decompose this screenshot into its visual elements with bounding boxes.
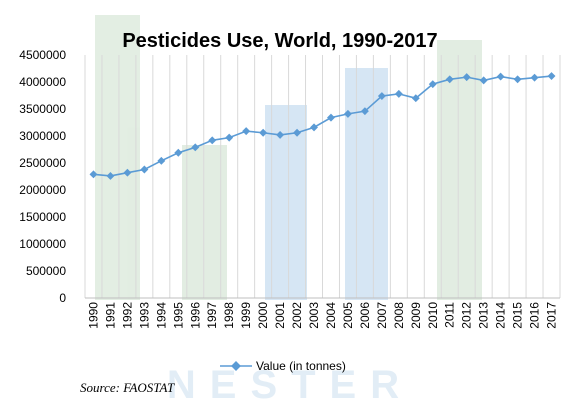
source-note: Source: FAOSTAT <box>80 380 175 395</box>
y-tick-label: 1000000 <box>19 237 66 251</box>
y-tick-labels: 0 500000 1000000 1500000 2000000 2500000 30000… <box>19 48 66 305</box>
watermark-text: NESTER <box>167 363 413 400</box>
x-tick-labels: 1990 1991 1992 1993 1994 1995 1996 1997 1998 1999… <box>86 302 558 329</box>
x-tick-label: 2007 <box>375 302 389 329</box>
x-tick-label: 2010 <box>426 302 440 329</box>
data-point <box>225 133 234 142</box>
x-tick-label: 2011 <box>443 302 457 328</box>
data-point <box>174 148 183 157</box>
watermark-logo: NESTER <box>95 15 482 400</box>
x-tick-label: 2001 <box>273 302 287 329</box>
x-tick-label: 1991 <box>103 302 117 329</box>
x-tick-label: 1999 <box>239 302 253 329</box>
data-point <box>530 73 539 82</box>
data-point <box>496 72 505 81</box>
series-line <box>93 75 552 177</box>
x-tick-label: 1998 <box>222 302 236 329</box>
y-tick-label: 0 <box>59 291 66 305</box>
x-tick-label: 2003 <box>307 302 321 329</box>
data-point <box>208 136 217 145</box>
grid-lines <box>84 55 561 298</box>
y-tick-label: 500000 <box>26 264 66 278</box>
x-tick-label: 1990 <box>86 302 100 329</box>
y-tick-label: 2000000 <box>19 183 66 197</box>
data-point <box>293 128 302 137</box>
x-tick-label: 2013 <box>477 302 491 329</box>
data-point <box>140 165 149 174</box>
x-tick-label: 2012 <box>460 302 474 329</box>
data-point <box>394 89 403 98</box>
data-point <box>259 128 268 137</box>
watermark-block <box>437 40 482 300</box>
watermark-block <box>182 145 227 300</box>
x-tick-label: 2002 <box>290 302 304 329</box>
x-tick-label: 2016 <box>528 302 542 329</box>
legend: Value (in tonnes) <box>220 359 346 373</box>
y-tick-label: 2500000 <box>19 156 66 170</box>
data-point <box>276 130 285 139</box>
y-tick-label: 3500000 <box>19 102 66 116</box>
legend-label: Value (in tonnes) <box>256 359 346 373</box>
data-point <box>327 113 335 122</box>
data-point <box>547 72 556 81</box>
x-tick-label: 1993 <box>137 302 151 329</box>
x-tick-label: 1992 <box>120 302 134 329</box>
legend-marker <box>231 361 241 371</box>
x-tick-label: 1994 <box>154 302 168 329</box>
x-tick-label: 2006 <box>358 302 372 329</box>
x-tick-label: 2005 <box>341 302 355 329</box>
data-point <box>191 143 200 152</box>
data-point <box>242 127 251 136</box>
y-tick-label: 4500000 <box>19 48 66 62</box>
x-tick-label: 2004 <box>324 302 338 329</box>
watermark-block <box>95 15 140 300</box>
data-point <box>513 75 522 84</box>
x-tick-label: 1996 <box>188 302 202 329</box>
x-tick-label: 2009 <box>409 302 423 329</box>
chart-title: Pesticides Use, World, 1990-2017 <box>122 30 437 52</box>
data-point <box>157 156 166 165</box>
watermark-block <box>345 68 388 300</box>
x-tick-label: 1995 <box>171 302 185 329</box>
x-tick-label: 2017 <box>545 302 559 329</box>
x-tick-label: 2014 <box>494 302 508 329</box>
y-tick-label: 3000000 <box>19 129 66 143</box>
x-tick-label: 2000 <box>256 302 270 329</box>
x-tick-label: 1997 <box>205 302 219 329</box>
y-tick-label: 4000000 <box>19 75 66 89</box>
x-tick-label: 2015 <box>511 302 525 329</box>
data-point <box>310 123 318 132</box>
x-tick-label: 2008 <box>392 302 406 329</box>
y-tick-label: 1500000 <box>19 210 66 224</box>
